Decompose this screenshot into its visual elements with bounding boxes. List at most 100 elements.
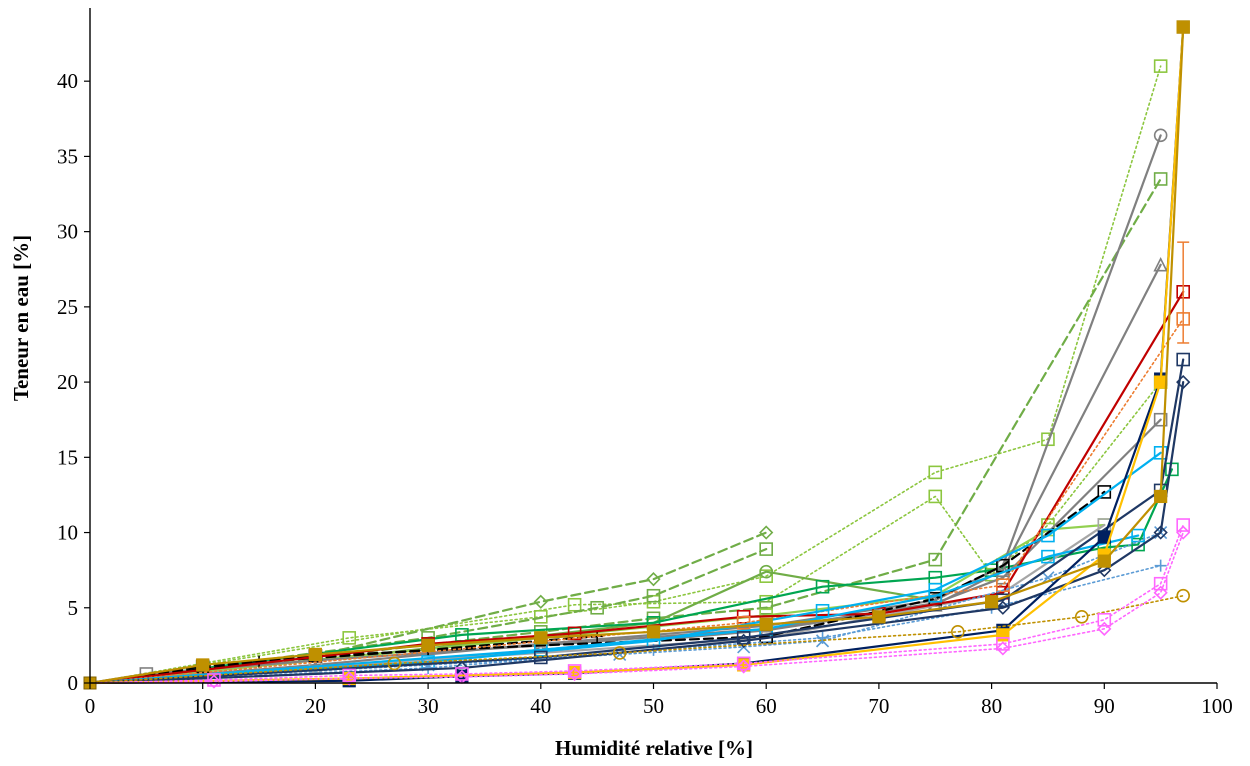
data-point: [342, 668, 357, 683]
series-line: [88, 263, 1162, 685]
x-tick-label: 30: [418, 694, 439, 718]
data-series: [89, 59, 1168, 684]
data-point: [1153, 128, 1168, 143]
y-tick-label: 40: [57, 69, 78, 93]
data-point: [984, 595, 999, 609]
y-tick-label: 20: [57, 370, 78, 394]
data-point: [196, 658, 210, 672]
data-point: [567, 666, 582, 682]
series-line: [89, 381, 1162, 684]
data-point: [759, 600, 774, 615]
data-point: [342, 631, 357, 645]
data-point: [928, 489, 943, 504]
data-point: [996, 578, 1010, 593]
data-point: [1097, 554, 1111, 568]
series-line: [88, 25, 1185, 685]
data-point: [533, 594, 548, 609]
data-point: [612, 646, 627, 660]
data-point: [567, 626, 582, 641]
data-series: [88, 256, 1168, 685]
y-tick-label: 30: [57, 220, 78, 244]
data-point: [996, 637, 1010, 651]
data-point: [387, 656, 402, 671]
data-series: [89, 518, 1190, 687]
data-point: [1154, 489, 1168, 504]
data-point: [1153, 172, 1168, 186]
data-point: [928, 465, 943, 480]
data-point: [646, 572, 661, 587]
plot-area: [83, 20, 1191, 690]
y-tick-label: 25: [57, 295, 78, 319]
data-point: [567, 664, 582, 678]
data-point: [1153, 585, 1168, 600]
series-line: [88, 25, 1185, 685]
data-point: [1074, 609, 1089, 624]
data-point: [1153, 256, 1168, 272]
data-point: [872, 610, 886, 624]
data-point: [646, 625, 661, 639]
data-point: [759, 525, 774, 540]
data-point: [1097, 563, 1112, 578]
data-point: [928, 552, 943, 567]
data-point: [1153, 525, 1168, 540]
data-point: [928, 588, 943, 603]
data-point: [455, 667, 469, 681]
axes: 0 10 20 30 40 50 60 70 80 90 100 0 5 10 15 20 25 30 35 40: [57, 8, 1233, 718]
data-point: [1176, 20, 1190, 34]
data-series: [88, 20, 1190, 685]
data-point: [1176, 352, 1190, 367]
data-point: [1097, 621, 1112, 636]
data-point: [590, 600, 604, 615]
series-line: [88, 523, 1106, 685]
data-point: [1041, 528, 1055, 543]
data-point: [1176, 588, 1190, 603]
data-point: [759, 617, 773, 631]
data-point: [759, 564, 774, 579]
x-axis-title: Humidité relative [%]: [555, 736, 753, 760]
data-point: [1097, 613, 1112, 627]
data-point: [534, 631, 548, 645]
data-point: [736, 631, 751, 645]
series-line: [88, 451, 1162, 685]
series-line: [89, 318, 1184, 684]
series-line: [89, 524, 1184, 684]
data-point: [815, 579, 830, 594]
data-point: [736, 656, 751, 671]
data-point: [816, 631, 829, 644]
data-point: [646, 588, 661, 603]
x-tick-label: 0: [85, 694, 96, 718]
series-line: [88, 25, 1185, 685]
y-tick-label: 35: [57, 144, 78, 168]
data-point: [1154, 559, 1167, 572]
error-bar: [1177, 241, 1190, 344]
x-tick-label: 80: [981, 694, 1002, 718]
data-point: [1176, 525, 1191, 540]
data-point: [736, 659, 751, 674]
y-tick-label: 5: [68, 596, 79, 620]
y-tick-label: 10: [57, 521, 78, 545]
data-series: [89, 525, 1191, 689]
data-point: [995, 641, 1011, 656]
y-tick-label: 15: [57, 445, 78, 469]
data-point: [1153, 576, 1168, 591]
data-point: [342, 671, 357, 686]
series-line: [89, 531, 1184, 684]
x-tick-label: 100: [1201, 694, 1233, 718]
y-tick-label: 0: [68, 671, 79, 695]
x-tick-label: 50: [643, 694, 664, 718]
data-point: [1153, 412, 1168, 427]
data-point: [206, 674, 222, 689]
data-point: [759, 542, 774, 556]
data-point: [308, 647, 322, 662]
data-series: [88, 20, 1190, 688]
x-tick-label: 40: [530, 694, 551, 718]
data-point: [1041, 571, 1055, 585]
series-line: [89, 65, 1162, 684]
data-point: [950, 625, 965, 639]
series-line: [88, 468, 1174, 685]
x-tick-label: 70: [868, 694, 889, 718]
y-axis-title: Teneur en eau [%]: [9, 235, 33, 401]
data-point: [207, 673, 221, 687]
x-tick-label: 10: [192, 694, 213, 718]
